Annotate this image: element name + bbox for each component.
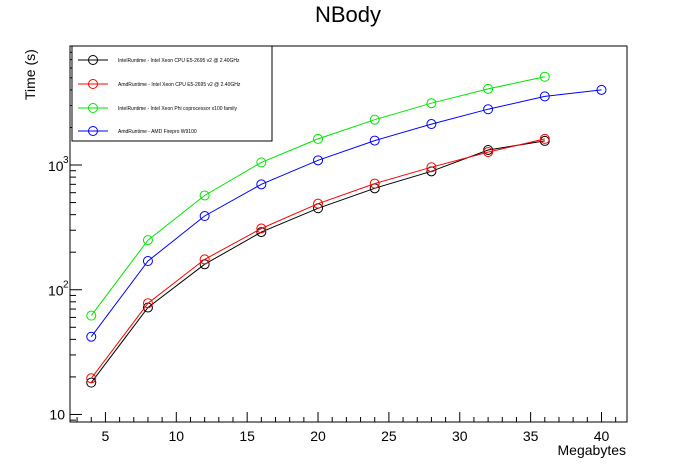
data-point — [369, 135, 380, 146]
legend-entry: AmdRuntime - AMD Firepro W9100 — [78, 126, 197, 136]
x-tick-label: 25 — [381, 428, 397, 444]
y-tick-label-exponent: 3 — [63, 155, 69, 166]
legend-entry: IntelRuntime - Intel Xeon Phi coprocesso… — [78, 103, 237, 113]
data-point — [539, 91, 550, 102]
legend: IntelRuntime - Intel Xeon CPU E5-2695 v2… — [71, 45, 273, 142]
legend-marker — [88, 79, 98, 89]
series-line — [90, 138, 545, 379]
data-point — [256, 179, 267, 190]
data-point — [313, 155, 324, 166]
plot-frame — [69, 45, 628, 423]
legend-entries: IntelRuntime - Intel Xeon CPU E5-2695 v2… — [78, 55, 241, 136]
data-point — [256, 223, 267, 234]
legend-marker — [88, 103, 98, 113]
series-layer — [86, 71, 607, 388]
legend-label: IntelRuntime - Intel Xeon CPU E5-2695 v2… — [118, 58, 240, 64]
y-tick-label-exponent: 2 — [63, 280, 69, 291]
series-line — [90, 76, 545, 316]
data-point — [426, 162, 437, 173]
x-tick-label: 35 — [523, 428, 539, 444]
data-point — [256, 157, 267, 168]
data-point — [483, 147, 494, 158]
legend-entry: IntelRuntime - Intel Xeon CPU E5-2695 v2… — [78, 55, 240, 65]
data-point — [142, 298, 153, 309]
data-point — [256, 227, 267, 238]
data-point — [313, 198, 324, 209]
data-point — [539, 71, 550, 82]
data-point — [483, 104, 494, 115]
data-point — [539, 133, 550, 144]
data-point — [483, 83, 494, 94]
data-point — [369, 114, 380, 125]
series-3 — [86, 84, 607, 342]
data-point — [86, 373, 97, 384]
y-tick-label-base: 10 — [48, 158, 64, 174]
y-tick-label-base: 10 — [48, 283, 64, 299]
data-point — [596, 84, 607, 95]
x-axis-ticks: 5 10 15 20 25 30 35 40 — [76, 412, 617, 444]
y-axis-label: Time (s) — [22, 49, 38, 100]
series-2 — [86, 71, 550, 321]
series-line — [90, 89, 602, 337]
x-tick-label: 5 — [102, 428, 110, 444]
legend-marker — [88, 126, 98, 136]
series-0 — [86, 135, 550, 388]
series-line — [90, 140, 545, 383]
legend-label: AmdRuntime - Intel Xeon CPU E5-2695 v2 @… — [118, 82, 241, 88]
data-point — [313, 133, 324, 144]
legend-box — [71, 45, 273, 142]
x-tick-label: 30 — [452, 428, 468, 444]
data-point — [369, 178, 380, 189]
data-point — [199, 190, 210, 201]
data-point — [142, 235, 153, 246]
data-point — [86, 310, 97, 321]
chart-title: NBody — [315, 2, 381, 27]
data-point — [199, 211, 210, 222]
data-point — [426, 119, 437, 130]
x-tick-label: 20 — [310, 428, 326, 444]
x-tick-label: 10 — [169, 428, 185, 444]
legend-label: IntelRuntime - Intel Xeon Phi coprocesso… — [118, 106, 237, 112]
legend-label: AmdRuntime - AMD Firepro W9100 — [118, 129, 197, 135]
y-tick-label: 10 — [49, 406, 65, 422]
data-point — [426, 98, 437, 109]
legend-marker — [88, 55, 98, 65]
data-point — [86, 331, 97, 342]
x-axis-label: Megabytes — [558, 442, 626, 458]
data-point — [199, 254, 210, 265]
series-1 — [86, 133, 550, 384]
data-point — [142, 255, 153, 266]
legend-entry: AmdRuntime - Intel Xeon CPU E5-2695 v2 @… — [78, 79, 241, 89]
x-tick-label: 40 — [594, 428, 610, 444]
x-tick-label: 15 — [239, 428, 255, 444]
